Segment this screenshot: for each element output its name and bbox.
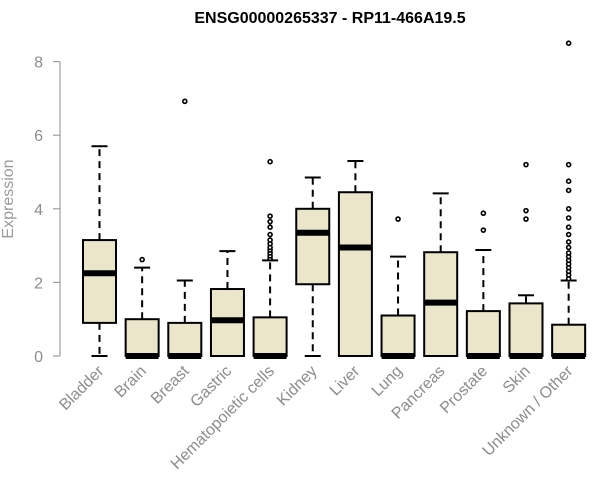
outlier-point bbox=[565, 239, 572, 245]
y-tick-label: 0 bbox=[34, 349, 43, 366]
outlier-point bbox=[523, 216, 529, 222]
outlier-point bbox=[267, 224, 273, 230]
box-group bbox=[465, 210, 501, 359]
box-rect bbox=[465, 310, 501, 358]
outlier-point bbox=[523, 207, 529, 214]
outlier-point bbox=[565, 40, 572, 47]
outlier-point bbox=[267, 218, 273, 225]
outlier-point bbox=[395, 216, 401, 222]
x-tick-label: Kidney bbox=[274, 363, 321, 410]
outlier-point bbox=[523, 161, 529, 168]
outlier-point bbox=[480, 210, 487, 217]
y-tick-label: 2 bbox=[34, 275, 43, 292]
y-tick-label: 4 bbox=[34, 202, 43, 219]
x-tick-label: Liver bbox=[327, 362, 364, 399]
box-rect bbox=[124, 318, 160, 358]
outlier-point bbox=[182, 98, 188, 105]
y-axis: 0 2 4 6 8 bbox=[34, 55, 61, 366]
box-group bbox=[380, 216, 416, 359]
box-rect bbox=[337, 191, 373, 357]
y-tick-label: 8 bbox=[34, 55, 43, 72]
outlier-point bbox=[267, 213, 273, 219]
outlier-point bbox=[139, 256, 145, 263]
x-tick-label: Skin bbox=[500, 363, 534, 397]
box-rect bbox=[508, 302, 544, 358]
outlier-point bbox=[480, 227, 487, 233]
outlier-point bbox=[565, 244, 572, 251]
outlier-point bbox=[565, 224, 572, 230]
outlier-point bbox=[565, 187, 572, 194]
box-rect bbox=[295, 207, 331, 286]
box-group bbox=[252, 158, 288, 359]
y-axis-label: Expression bbox=[0, 159, 17, 238]
outlier-point bbox=[565, 250, 572, 256]
box-rect bbox=[380, 314, 416, 357]
y-tick-label: 6 bbox=[34, 128, 43, 145]
box-rect bbox=[82, 239, 117, 324]
outlier-point bbox=[565, 206, 572, 212]
outlier-point bbox=[565, 231, 572, 238]
x-tick-label: Bladder bbox=[56, 362, 107, 413]
boxes-group bbox=[82, 40, 587, 359]
outlier-point bbox=[267, 237, 273, 243]
x-tick-label: Prostate bbox=[437, 363, 491, 417]
x-tick-label: Lung bbox=[369, 363, 406, 400]
box-rect bbox=[551, 323, 587, 358]
box-group bbox=[82, 145, 117, 357]
box-group bbox=[337, 159, 373, 357]
box-group bbox=[423, 192, 459, 357]
outlier-point bbox=[267, 231, 273, 238]
box-group bbox=[551, 40, 587, 359]
box-group bbox=[209, 250, 245, 357]
x-tick-label: Brain bbox=[112, 363, 150, 401]
outlier-point bbox=[267, 158, 273, 165]
box-rect bbox=[167, 321, 203, 358]
box-group bbox=[167, 98, 203, 359]
chart-title: ENSG00000265337 - RP11-466A19.5 bbox=[194, 10, 465, 27]
outlier-point bbox=[565, 178, 572, 184]
outlier-point bbox=[565, 161, 572, 168]
x-tick-label: Breast bbox=[148, 362, 193, 407]
box-rect bbox=[252, 316, 288, 357]
box-group bbox=[124, 256, 160, 359]
box-group bbox=[508, 161, 544, 359]
outlier-point bbox=[565, 215, 572, 221]
box-group bbox=[295, 176, 331, 357]
